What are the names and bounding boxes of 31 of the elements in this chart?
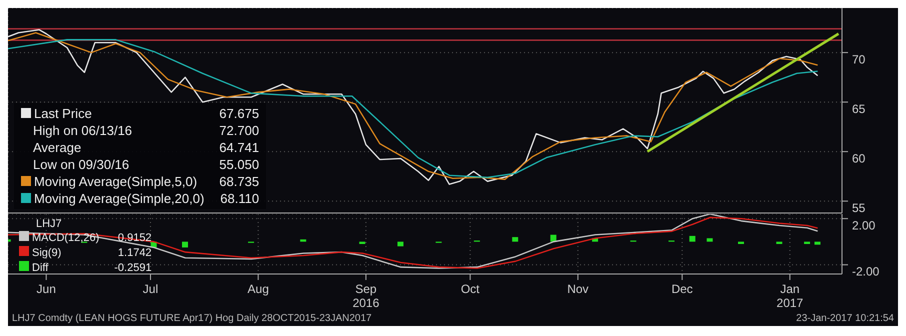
annotation: -0.2591 [113,260,153,275]
y-tick-label: 60 [852,151,866,166]
x-tick-label: Jan 2017 [776,282,804,310]
x-tick-label: Oct [460,282,480,296]
x-tick-label: Dec [671,282,693,296]
legend-label: Last Price [33,105,93,122]
legend-label: MACD(12,26) [31,231,100,245]
x-tick-label: Nov [567,282,589,296]
annotation: 68.735 [218,173,260,190]
y-tick-label: 2.00 [852,218,876,232]
annotation: 1.1742 [116,246,153,260]
legend-label: Moving Average(Simple,20,0) [33,190,206,207]
x-tick-label: Jun [36,282,56,296]
text: High on 06/13/16 72.700 [33,123,260,138]
legend-label: Diff [31,261,50,275]
annotation: 67.675 [218,105,260,122]
y-tick-label: 70 [852,52,866,66]
x-tick-label: Jul [142,282,158,296]
y-tick-label: 55 [852,200,866,215]
annotation: 68.110 [219,190,260,207]
legend-label: Sig(9) [31,246,62,260]
text: Average 64.741 [33,140,260,155]
x-tick-label: Sep 2016 [352,282,380,310]
legend-title: LHJ7 [35,218,63,230]
text: LHJ7 Comdty (LEAN HOGS FUTURE Apr17) Hog Daily 28OCT2015-23JAN2017 [12,312,372,324]
legend-label: Moving Average(Simple,5,0) [33,173,198,190]
text: 23-Jan-2017 10:21:54 [796,312,894,324]
y-tick-label: 65 [852,102,866,116]
y-tick-label: -2.00 [852,264,880,279]
text: Low on 09/30/16 55.050 [33,157,260,172]
x-tick-label: Aug [248,282,269,296]
